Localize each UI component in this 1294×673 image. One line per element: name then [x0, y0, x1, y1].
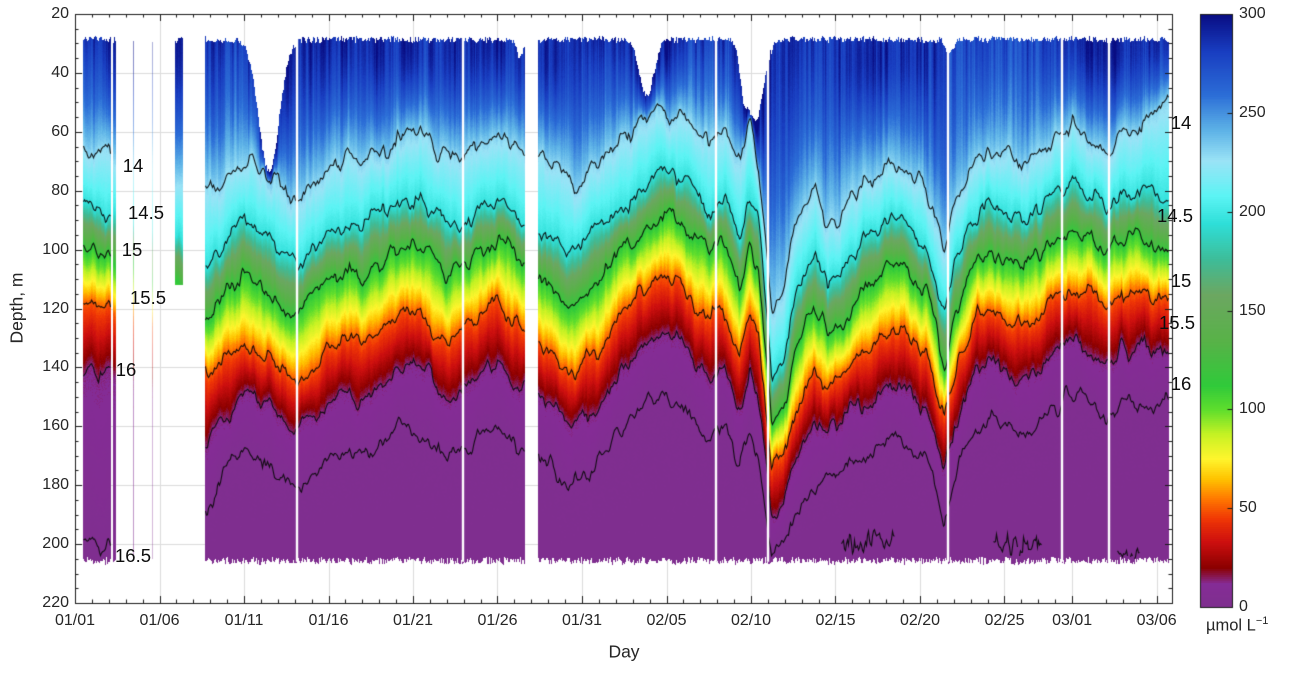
oxygen-depth-time-heatmap-figure: Day Depth, m µmol L−1 01/01 01/06 01/11 01/…	[0, 0, 1294, 673]
heatmap-canvas	[0, 0, 1294, 673]
